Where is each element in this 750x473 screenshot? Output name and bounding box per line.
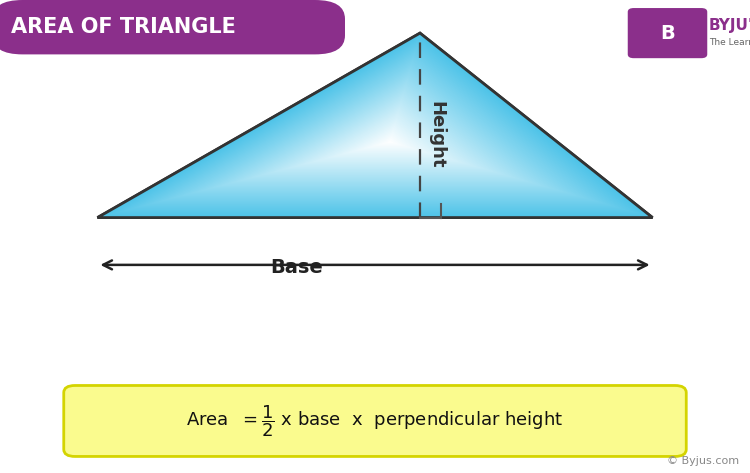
Text: The Learning App: The Learning App	[709, 38, 750, 47]
Polygon shape	[273, 98, 495, 172]
Polygon shape	[292, 105, 478, 167]
Polygon shape	[308, 111, 464, 163]
Polygon shape	[200, 71, 560, 191]
Polygon shape	[351, 127, 425, 152]
Polygon shape	[205, 73, 556, 190]
Text: Area  $=\dfrac{1}{2}$ x base  x  perpendicular height: Area $=\dfrac{1}{2}$ x base x perpendicu…	[187, 403, 563, 439]
Polygon shape	[112, 38, 639, 214]
Text: © Byjus.com: © Byjus.com	[667, 456, 739, 466]
Polygon shape	[283, 102, 486, 170]
Polygon shape	[117, 40, 635, 212]
Polygon shape	[219, 79, 543, 186]
Polygon shape	[214, 77, 548, 187]
Polygon shape	[258, 93, 509, 176]
Text: B: B	[660, 24, 675, 43]
Polygon shape	[336, 122, 438, 156]
Polygon shape	[341, 124, 433, 155]
FancyBboxPatch shape	[0, 0, 345, 54]
Polygon shape	[244, 88, 521, 180]
Polygon shape	[370, 135, 407, 147]
Polygon shape	[180, 64, 578, 196]
Polygon shape	[171, 61, 586, 199]
Polygon shape	[302, 109, 469, 165]
Polygon shape	[166, 59, 591, 200]
Polygon shape	[327, 118, 447, 158]
Polygon shape	[361, 131, 416, 149]
Polygon shape	[102, 35, 648, 216]
FancyBboxPatch shape	[64, 385, 686, 456]
Text: Height: Height	[427, 101, 445, 168]
Polygon shape	[278, 100, 490, 171]
Polygon shape	[346, 125, 429, 153]
Polygon shape	[238, 86, 526, 181]
Polygon shape	[234, 84, 530, 182]
Polygon shape	[190, 68, 569, 193]
Polygon shape	[209, 75, 552, 189]
Polygon shape	[195, 70, 565, 193]
Polygon shape	[107, 37, 644, 215]
Polygon shape	[185, 66, 574, 195]
Polygon shape	[366, 133, 412, 148]
FancyBboxPatch shape	[628, 8, 707, 58]
Polygon shape	[127, 44, 626, 210]
Polygon shape	[288, 104, 482, 168]
Polygon shape	[122, 42, 631, 211]
Polygon shape	[230, 82, 534, 184]
Polygon shape	[263, 95, 504, 175]
Polygon shape	[161, 57, 596, 201]
Polygon shape	[146, 51, 609, 205]
Polygon shape	[136, 48, 617, 208]
Polygon shape	[132, 46, 622, 209]
Polygon shape	[376, 137, 404, 146]
Polygon shape	[98, 33, 652, 218]
Polygon shape	[224, 80, 538, 185]
Polygon shape	[356, 129, 421, 151]
Polygon shape	[322, 116, 452, 159]
Text: AREA OF TRIANGLE: AREA OF TRIANGLE	[11, 17, 236, 37]
Polygon shape	[151, 53, 604, 204]
Polygon shape	[248, 89, 517, 178]
Text: BYJU'S: BYJU'S	[709, 18, 750, 33]
Polygon shape	[156, 55, 600, 202]
Text: Base: Base	[270, 258, 322, 277]
Polygon shape	[268, 96, 500, 174]
Polygon shape	[312, 113, 460, 162]
Polygon shape	[141, 50, 614, 206]
Polygon shape	[98, 33, 652, 218]
Polygon shape	[386, 140, 394, 143]
Polygon shape	[176, 62, 583, 197]
Polygon shape	[332, 120, 442, 157]
Polygon shape	[316, 114, 456, 161]
Polygon shape	[254, 91, 512, 177]
Polygon shape	[380, 138, 399, 144]
Polygon shape	[297, 107, 473, 166]
